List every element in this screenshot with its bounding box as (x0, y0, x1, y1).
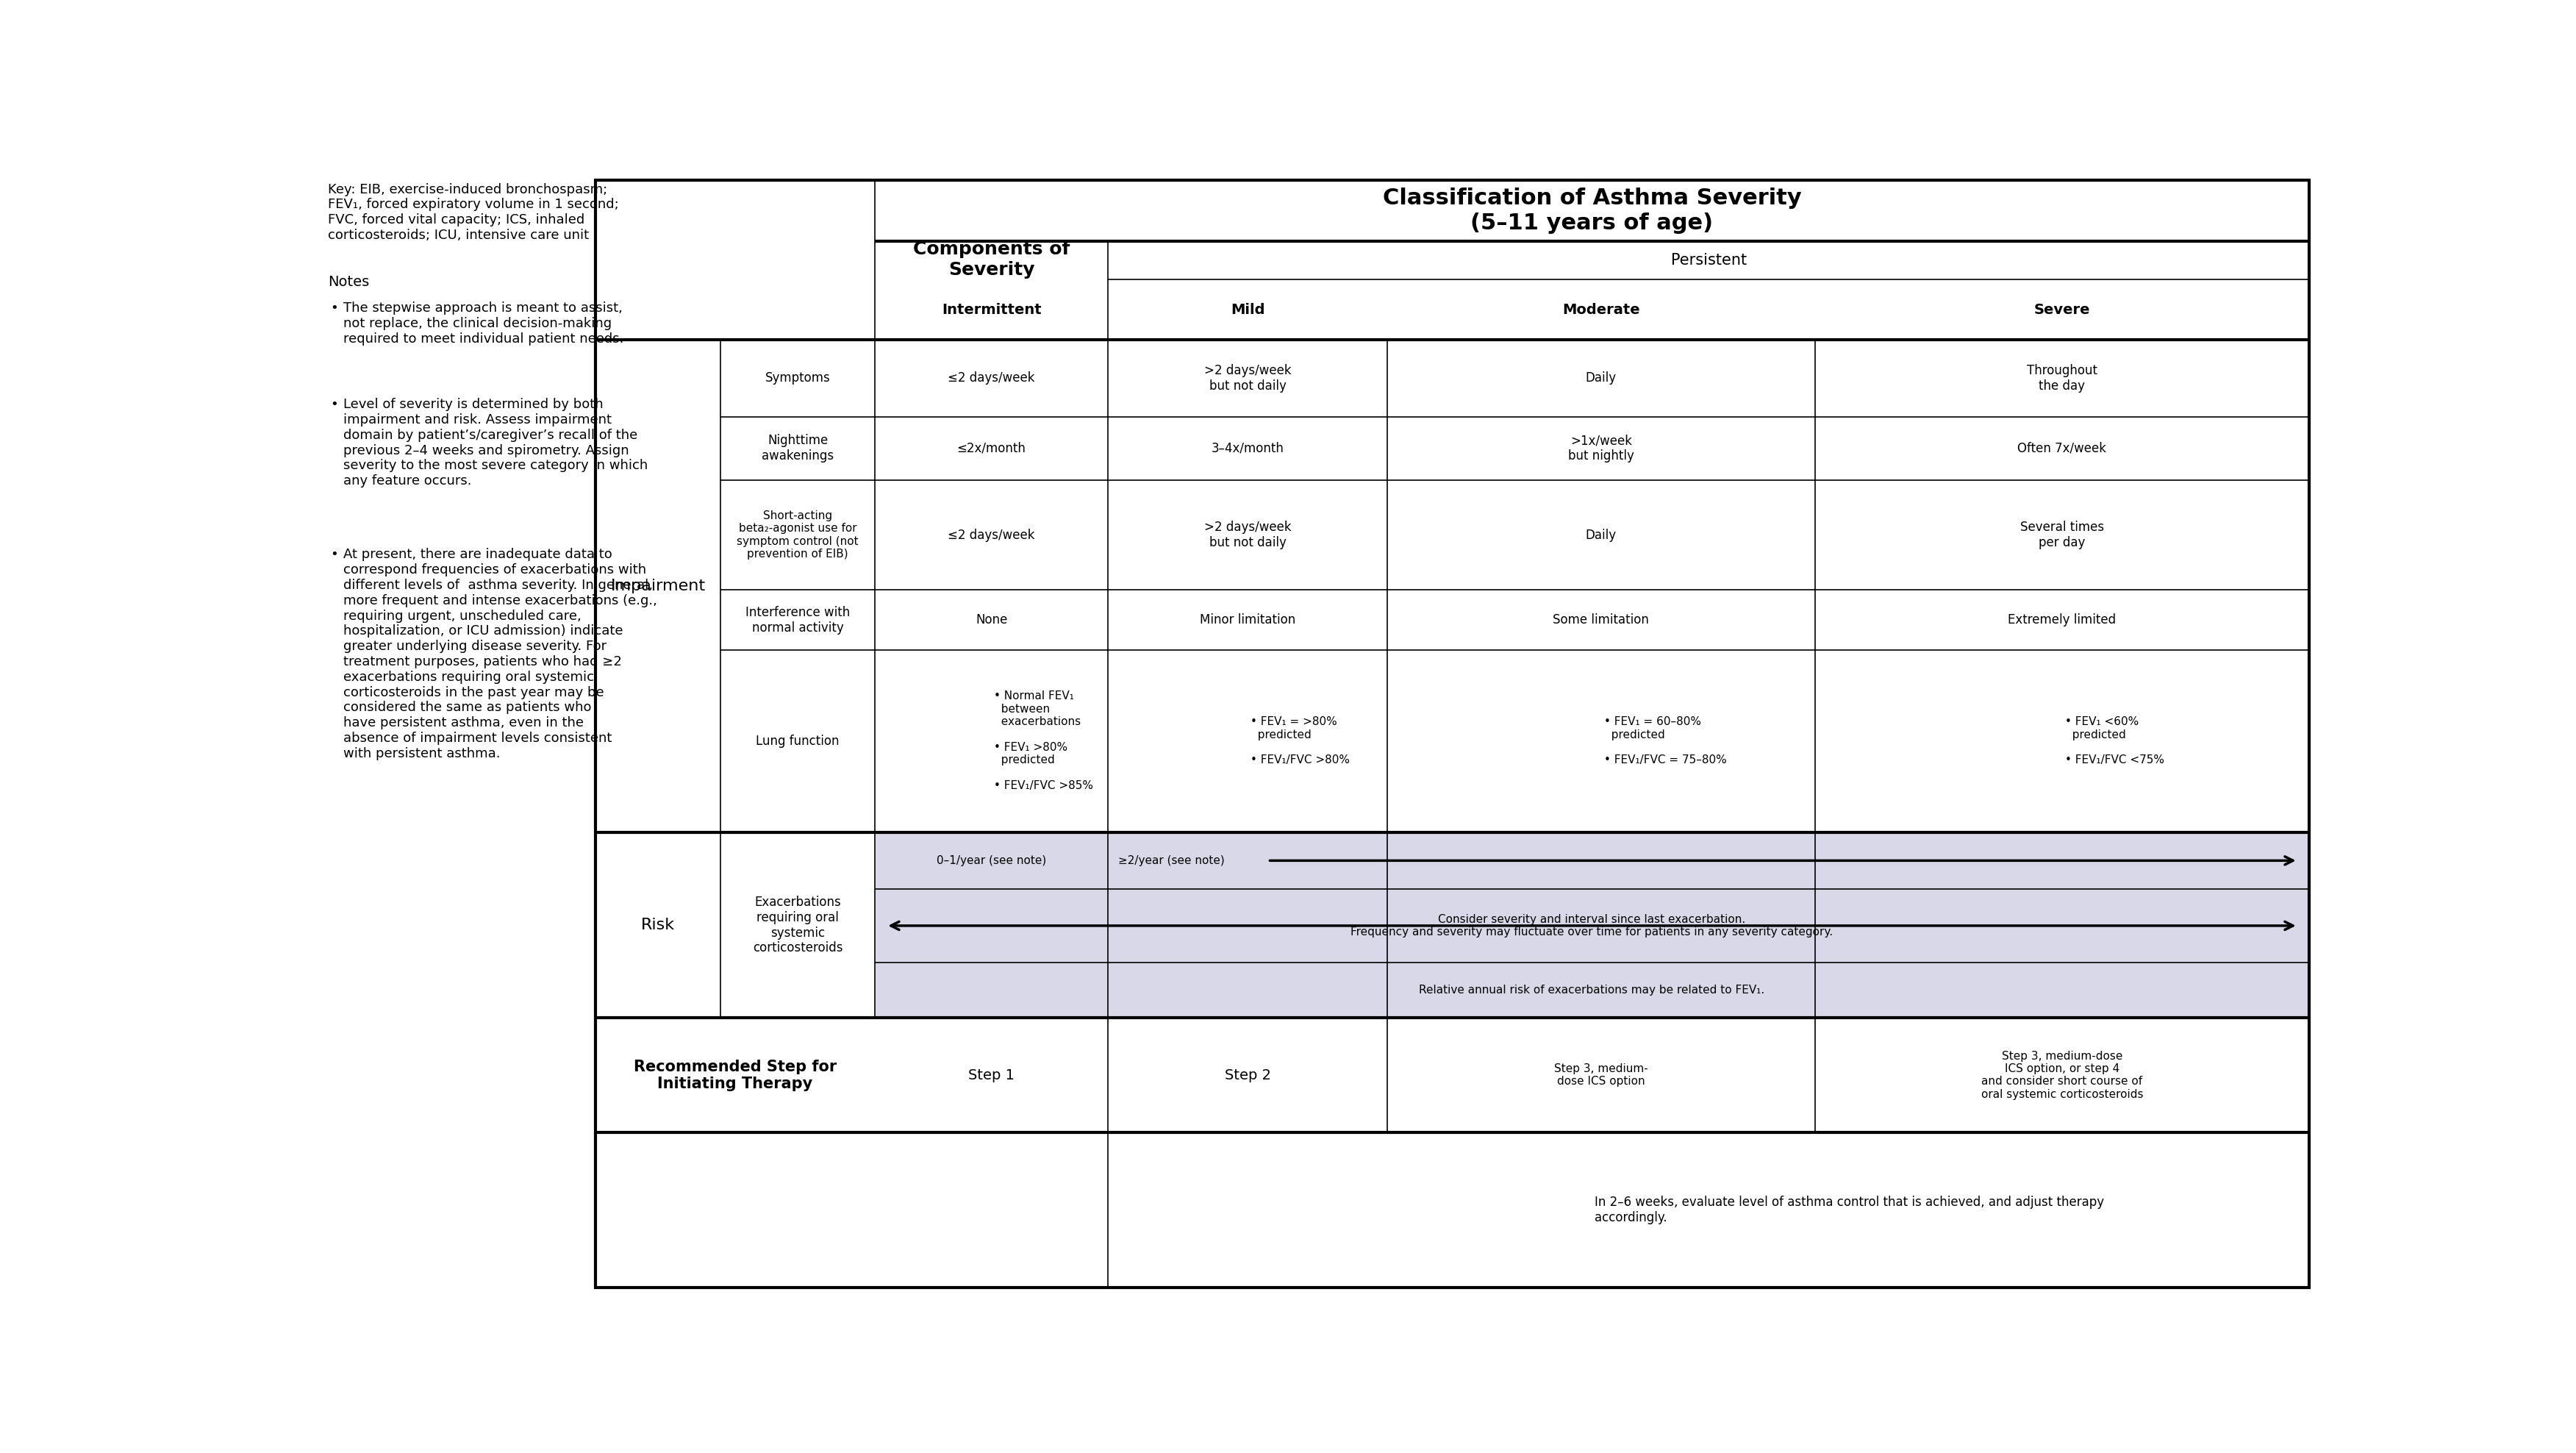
Text: ≥2/year (see note): ≥2/year (see note) (1118, 854, 1226, 866)
Text: 3–4x/month: 3–4x/month (1211, 442, 1285, 455)
Text: • FEV₁ = >80%
  predicted

• FEV₁/FVC >80%: • FEV₁ = >80% predicted • FEV₁/FVC >80% (1252, 716, 1350, 766)
Text: Interference with
normal activity: Interference with normal activity (744, 606, 850, 634)
Text: Daily: Daily (1587, 372, 1618, 385)
Text: >1x/week
but nightly: >1x/week but nightly (1569, 434, 1633, 462)
Text: Some limitation: Some limitation (1553, 613, 1649, 626)
Text: At present, there are inadequate data to
correspond frequencies of exacerbations: At present, there are inadequate data to… (343, 548, 657, 760)
Text: •: • (330, 302, 337, 315)
Text: Level of severity is determined by both
impairment and risk. Assess impairment
d: Level of severity is determined by both … (343, 398, 649, 488)
Text: Relative annual risk of exacerbations may be related to FEV₁.: Relative annual risk of exacerbations ma… (1419, 985, 1765, 995)
Text: •: • (330, 548, 337, 561)
Text: Exacerbations
requiring oral
systemic
corticosteroids: Exacerbations requiring oral systemic co… (752, 895, 842, 955)
Text: Often 7x/week: Often 7x/week (2017, 442, 2107, 455)
Text: Step 2: Step 2 (1224, 1068, 1270, 1082)
Text: Mild: Mild (1231, 302, 1265, 317)
Bar (595, 180, 2308, 1287)
Text: ≤2 days/week: ≤2 days/week (948, 372, 1036, 385)
Text: Daily: Daily (1587, 529, 1618, 542)
Text: • Normal FEV₁
  between
  exacerbations

• FEV₁ >80%
  predicted

• FEV₁/FVC >85: • Normal FEV₁ between exacerbations • FE… (994, 690, 1095, 792)
Text: •: • (330, 398, 337, 411)
Text: Persistent: Persistent (1672, 253, 1747, 267)
Text: Classification of Asthma Severity
(5–11 years of age): Classification of Asthma Severity (5–11 … (1383, 187, 1801, 234)
Text: Consider severity and interval since last exacerbation.
Frequency and severity m: Consider severity and interval since las… (1350, 914, 1834, 937)
Text: >2 days/week
but not daily: >2 days/week but not daily (1203, 520, 1291, 549)
Text: Step 3, medium-
dose ICS option: Step 3, medium- dose ICS option (1553, 1064, 1649, 1087)
Text: None: None (976, 613, 1007, 626)
Text: ≤2x/month: ≤2x/month (956, 442, 1025, 455)
Bar (876, 833, 2308, 1019)
Text: • FEV₁ <60%
  predicted

• FEV₁/FVC <75%: • FEV₁ <60% predicted • FEV₁/FVC <75% (2066, 716, 2164, 766)
Text: Minor limitation: Minor limitation (1200, 613, 1296, 626)
Text: In 2–6 weeks, evaluate level of asthma control that is achieved, and adjust ther: In 2–6 weeks, evaluate level of asthma c… (1595, 1196, 2105, 1225)
Text: Step 1: Step 1 (969, 1068, 1015, 1082)
Bar (595, 1132, 2308, 1287)
Text: Step 3, medium-dose
ICS option, or step 4
and consider short course of
oral syst: Step 3, medium-dose ICS option, or step … (1981, 1051, 2143, 1100)
Text: Intermittent: Intermittent (943, 302, 1041, 317)
Text: Components of
Severity: Components of Severity (912, 241, 1069, 279)
Text: ≤2 days/week: ≤2 days/week (948, 529, 1036, 542)
Text: Several times
per day: Several times per day (2020, 520, 2105, 549)
Text: Key: EIB, exercise-induced bronchospasm;
FEV₁, forced expiratory volume in 1 sec: Key: EIB, exercise-induced bronchospasm;… (327, 183, 618, 243)
Text: Risk: Risk (641, 918, 675, 933)
Text: >2 days/week
but not daily: >2 days/week but not daily (1203, 363, 1291, 392)
Text: Impairment: Impairment (611, 578, 706, 593)
Text: 0–1/year (see note): 0–1/year (see note) (938, 854, 1046, 866)
Text: Extremely limited: Extremely limited (2007, 613, 2115, 626)
Text: Notes: Notes (327, 275, 368, 289)
Text: Nighttime
awakenings: Nighttime awakenings (762, 434, 835, 462)
Text: Short-acting
beta₂-agonist use for
symptom control (not
prevention of EIB): Short-acting beta₂-agonist use for sympt… (737, 510, 858, 559)
Text: Symptoms: Symptoms (765, 372, 829, 385)
Text: Recommended Step for
Initiating Therapy: Recommended Step for Initiating Therapy (634, 1059, 837, 1091)
Text: Moderate: Moderate (1561, 302, 1641, 317)
Text: Throughout
the day: Throughout the day (2027, 363, 2097, 392)
Text: Lung function: Lung function (755, 735, 840, 748)
Text: • FEV₁ = 60–80%
  predicted

• FEV₁/FVC = 75–80%: • FEV₁ = 60–80% predicted • FEV₁/FVC = 7… (1605, 716, 1726, 766)
Text: Severe: Severe (2035, 302, 2089, 317)
Text: The stepwise approach is meant to assist,
not replace, the clinical decision-mak: The stepwise approach is meant to assist… (343, 302, 623, 346)
